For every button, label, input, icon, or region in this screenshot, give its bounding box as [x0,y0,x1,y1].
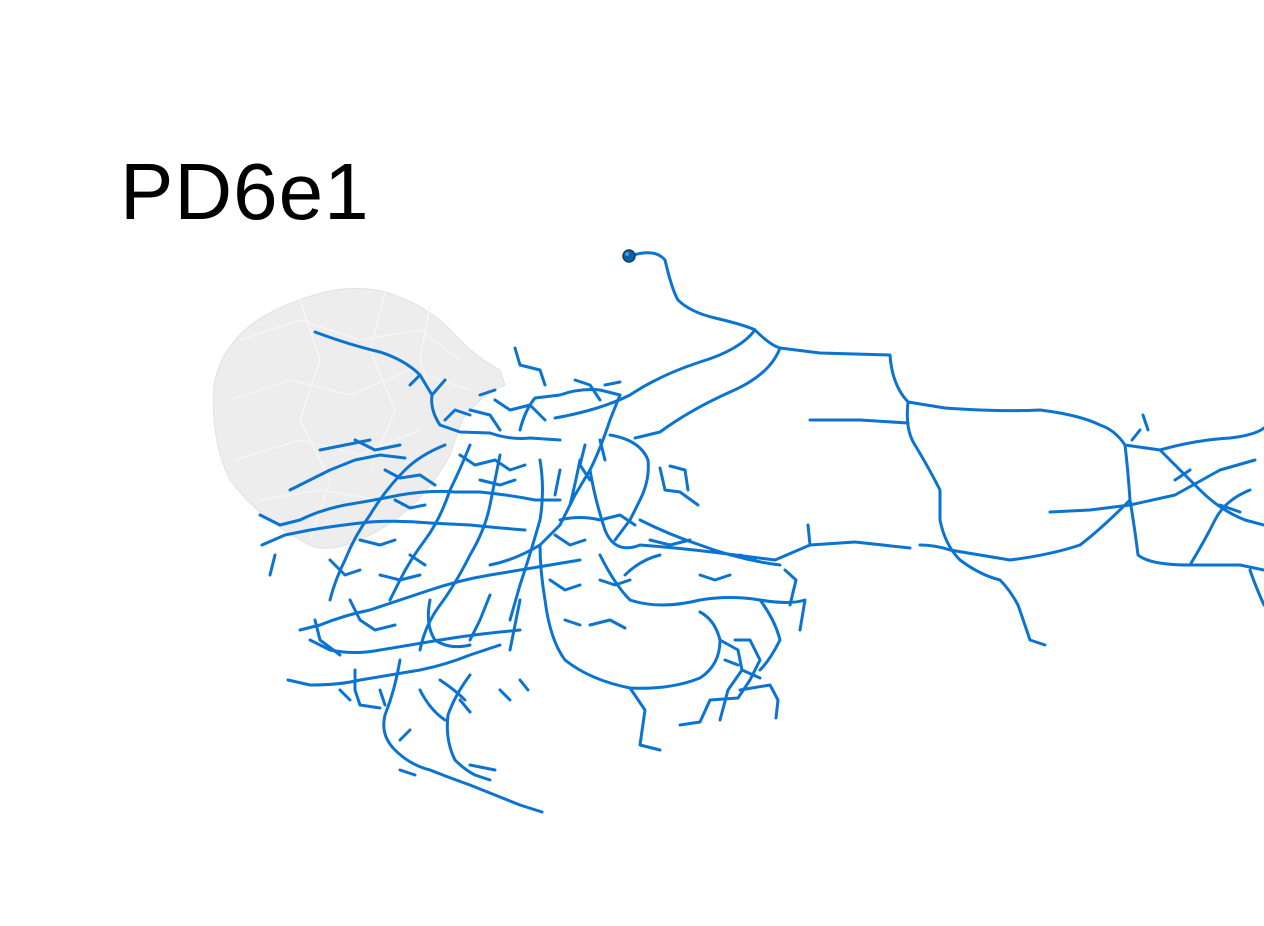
neuron-skeleton [258,251,1264,814]
soma-marker [622,249,636,263]
neuron-title: PD6e1 [120,147,370,236]
neuropil-mesh [212,287,506,549]
